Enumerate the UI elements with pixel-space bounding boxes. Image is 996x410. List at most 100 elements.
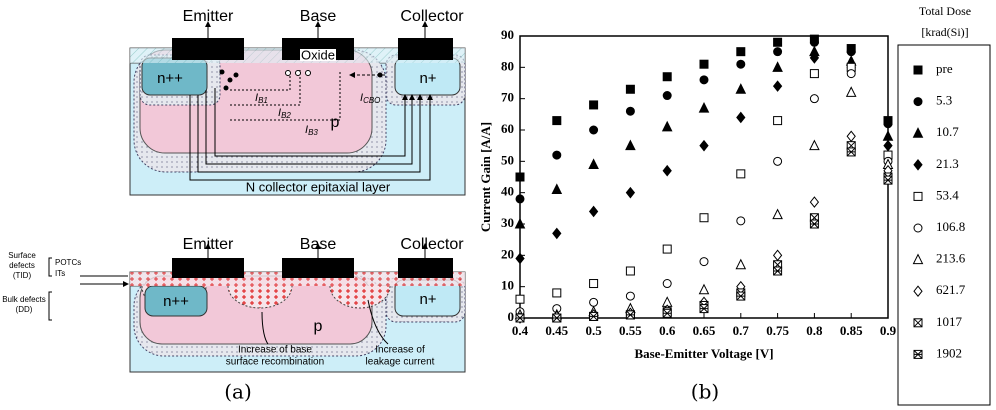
symbol: I: [255, 92, 258, 104]
point: [736, 291, 746, 301]
point: [625, 106, 635, 116]
marker-shape: [625, 266, 635, 276]
point: [773, 37, 783, 47]
legend-label: pre: [936, 61, 953, 76]
terminal-label: Emitter: [183, 236, 234, 253]
base-contact: [282, 258, 354, 278]
marker-shape: [736, 59, 746, 69]
marker-shape: [699, 59, 709, 69]
legend-marker: [913, 223, 923, 233]
marker-shape: [515, 252, 525, 265]
defect-label: (DD): [16, 305, 33, 314]
defect-zone: [227, 285, 293, 309]
point: [809, 139, 820, 151]
marker-shape: [626, 310, 635, 320]
current-paths: [189, 21, 433, 181]
region-label: n++: [157, 70, 183, 87]
point: [845, 86, 857, 97]
point: [515, 294, 525, 304]
point: [515, 252, 525, 265]
point: [809, 69, 819, 79]
marker-shape: [589, 100, 599, 110]
legend-label: 621.7: [936, 282, 966, 297]
point: [515, 313, 525, 323]
marker-shape: [736, 291, 746, 301]
marker-shape: [552, 288, 562, 298]
point: [625, 310, 635, 320]
legend-marker: [913, 158, 923, 171]
y-tick-label: 60: [501, 121, 514, 136]
marker-shape: [773, 266, 782, 276]
point: [589, 279, 599, 289]
legend-box: [897, 44, 991, 406]
point: [515, 194, 525, 204]
y-tick-label: 20: [501, 246, 514, 261]
marker-shape: [661, 120, 673, 132]
x-tick-label: 0.6: [659, 323, 676, 338]
marker-shape: [588, 158, 599, 169]
point: [809, 52, 820, 64]
point: [846, 147, 856, 157]
marker-shape: [913, 191, 923, 201]
bottom-panel: Emitter Base Collector Surface defects (…: [2, 236, 466, 373]
point: [772, 80, 783, 92]
marker-shape: [809, 52, 820, 64]
annotation: surface recombination: [226, 357, 324, 368]
point: [552, 313, 562, 323]
y-tick-label: 50: [501, 152, 514, 167]
marker-shape: [662, 91, 672, 101]
legend-marker: [913, 65, 923, 75]
point: [773, 266, 783, 276]
point: [736, 47, 746, 57]
point: [735, 258, 747, 270]
y-tick-label: 90: [501, 27, 514, 42]
subscript: B3: [308, 128, 318, 137]
annotation: Increase of base: [238, 345, 312, 356]
x-tick-label: 0.75: [766, 323, 789, 338]
legend-label: 53.4: [936, 187, 959, 202]
x-tick-label: 0.55: [619, 323, 642, 338]
point: [662, 91, 672, 101]
terminal-label: Base: [300, 236, 337, 253]
marker-shape: [809, 139, 820, 151]
point: [772, 61, 783, 72]
point: [589, 297, 599, 307]
point: [809, 37, 819, 47]
caption: (b): [691, 380, 719, 404]
legend-label: 21.3: [936, 156, 959, 171]
point: [773, 47, 783, 57]
marker-shape: [625, 106, 635, 116]
marker-shape: [699, 75, 709, 85]
point: [588, 205, 599, 218]
x-tick-label: 0.9: [880, 323, 897, 338]
marker-shape: [625, 291, 635, 301]
marker-shape: [699, 304, 709, 313]
marker-shape: [773, 116, 783, 126]
marker-shape: [772, 80, 783, 92]
x-tick-label: 0.65: [693, 323, 716, 338]
region-label: n++: [163, 293, 189, 310]
point: [514, 217, 526, 229]
marker-shape: [809, 37, 819, 47]
y-tick-label: 30: [501, 215, 514, 230]
marker-shape: [809, 196, 820, 208]
marker-shape: [552, 313, 562, 323]
defect-label: (TID): [13, 271, 32, 280]
terminal-label: Collector: [400, 8, 464, 25]
point: [773, 116, 783, 126]
legend-label: 1902: [936, 345, 962, 360]
defect-type: ITs: [55, 269, 65, 278]
layer-label: N collector epitaxial layer: [246, 179, 391, 194]
marker-shape: [514, 217, 526, 229]
point: [661, 120, 673, 132]
current-label: IB1: [255, 92, 268, 105]
point: [772, 208, 783, 220]
point: [809, 94, 819, 104]
point: [552, 150, 562, 160]
legend-title: [krad(Si)]: [921, 25, 968, 39]
x-tick-label: 0.45: [545, 323, 568, 338]
marker-shape: [589, 297, 599, 307]
point: [846, 69, 856, 79]
marker-shape: [625, 84, 635, 94]
point: [551, 183, 563, 195]
